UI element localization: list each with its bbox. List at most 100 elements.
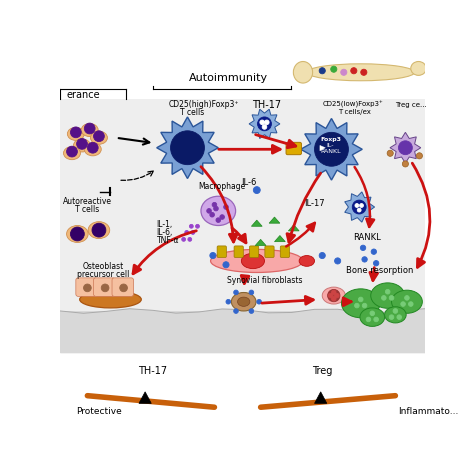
Text: IL-1,: IL-1, xyxy=(157,220,173,229)
Circle shape xyxy=(101,284,109,292)
Circle shape xyxy=(249,290,254,295)
Circle shape xyxy=(374,317,378,322)
Circle shape xyxy=(196,224,200,228)
Circle shape xyxy=(360,245,366,251)
Circle shape xyxy=(361,69,367,75)
Polygon shape xyxy=(251,220,262,226)
Circle shape xyxy=(210,212,214,217)
Bar xyxy=(61,353,425,422)
Ellipse shape xyxy=(341,289,380,318)
FancyBboxPatch shape xyxy=(112,278,134,296)
Ellipse shape xyxy=(293,62,313,83)
Circle shape xyxy=(358,297,363,302)
Text: TNF-α: TNF-α xyxy=(157,236,179,245)
Circle shape xyxy=(71,227,84,241)
Text: IL-17: IL-17 xyxy=(304,199,325,208)
Circle shape xyxy=(405,296,409,300)
Ellipse shape xyxy=(371,283,405,308)
Circle shape xyxy=(234,309,238,313)
Circle shape xyxy=(389,296,394,300)
Circle shape xyxy=(355,303,359,308)
Circle shape xyxy=(207,209,211,213)
Ellipse shape xyxy=(210,249,303,273)
Circle shape xyxy=(357,208,361,212)
Polygon shape xyxy=(345,192,374,222)
Circle shape xyxy=(171,131,204,164)
Polygon shape xyxy=(269,217,280,223)
Circle shape xyxy=(190,224,193,228)
Text: precursor cell: precursor cell xyxy=(77,270,129,279)
Ellipse shape xyxy=(384,307,406,323)
Ellipse shape xyxy=(73,139,91,152)
Circle shape xyxy=(387,150,393,156)
Ellipse shape xyxy=(237,297,250,306)
Polygon shape xyxy=(301,118,362,180)
Text: IL-6: IL-6 xyxy=(241,178,257,187)
Circle shape xyxy=(319,253,325,259)
FancyBboxPatch shape xyxy=(76,278,97,296)
Circle shape xyxy=(328,293,333,298)
Text: Treg ce...: Treg ce... xyxy=(395,101,427,108)
Ellipse shape xyxy=(88,222,109,238)
Bar xyxy=(61,99,425,353)
Ellipse shape xyxy=(91,131,108,144)
Polygon shape xyxy=(320,146,325,151)
Text: Treg: Treg xyxy=(312,366,332,376)
Text: T cells/ex: T cells/ex xyxy=(337,109,371,115)
Circle shape xyxy=(331,66,337,72)
Circle shape xyxy=(77,138,87,149)
Circle shape xyxy=(66,146,77,157)
FancyBboxPatch shape xyxy=(93,278,115,296)
Ellipse shape xyxy=(299,255,315,266)
Circle shape xyxy=(224,205,228,210)
Text: RANKL: RANKL xyxy=(321,149,341,154)
Ellipse shape xyxy=(80,291,141,308)
Circle shape xyxy=(402,161,409,167)
Circle shape xyxy=(409,302,413,306)
Text: Synovial fibroblasts: Synovial fibroblasts xyxy=(227,276,302,285)
Ellipse shape xyxy=(231,292,256,311)
Circle shape xyxy=(328,290,340,302)
Circle shape xyxy=(331,296,336,301)
Circle shape xyxy=(389,315,394,319)
Ellipse shape xyxy=(66,226,88,242)
Polygon shape xyxy=(390,132,421,163)
FancyBboxPatch shape xyxy=(249,246,259,257)
Circle shape xyxy=(226,300,231,304)
Circle shape xyxy=(71,127,81,138)
Text: TH-17: TH-17 xyxy=(138,366,167,376)
FancyBboxPatch shape xyxy=(234,246,243,257)
Circle shape xyxy=(331,290,336,295)
Circle shape xyxy=(216,218,220,222)
Text: CD25(low)Foxp3⁺: CD25(low)Foxp3⁺ xyxy=(322,101,383,108)
Circle shape xyxy=(262,125,267,129)
Circle shape xyxy=(319,68,325,74)
Ellipse shape xyxy=(307,64,415,81)
Circle shape xyxy=(257,117,272,131)
Circle shape xyxy=(182,237,185,241)
Text: Protective: Protective xyxy=(76,407,122,416)
FancyBboxPatch shape xyxy=(286,142,301,155)
Ellipse shape xyxy=(241,253,264,269)
Circle shape xyxy=(315,132,348,166)
Circle shape xyxy=(92,223,106,237)
Text: T cells: T cells xyxy=(75,205,100,214)
Circle shape xyxy=(399,141,412,155)
Bar xyxy=(61,57,425,99)
Circle shape xyxy=(362,303,367,308)
Circle shape xyxy=(360,203,364,208)
Text: Foxp3: Foxp3 xyxy=(321,137,342,142)
Text: Osteoblast: Osteoblast xyxy=(82,262,123,271)
Circle shape xyxy=(87,142,98,153)
Circle shape xyxy=(212,202,217,207)
Circle shape xyxy=(210,253,216,259)
Circle shape xyxy=(341,69,347,75)
Text: T cells: T cells xyxy=(180,108,204,117)
Circle shape xyxy=(223,262,229,268)
Text: Bone resorption: Bone resorption xyxy=(346,266,414,275)
Ellipse shape xyxy=(411,62,426,75)
FancyBboxPatch shape xyxy=(265,246,274,257)
Text: TH-17: TH-17 xyxy=(252,100,282,109)
Circle shape xyxy=(93,131,104,142)
Circle shape xyxy=(264,120,269,125)
